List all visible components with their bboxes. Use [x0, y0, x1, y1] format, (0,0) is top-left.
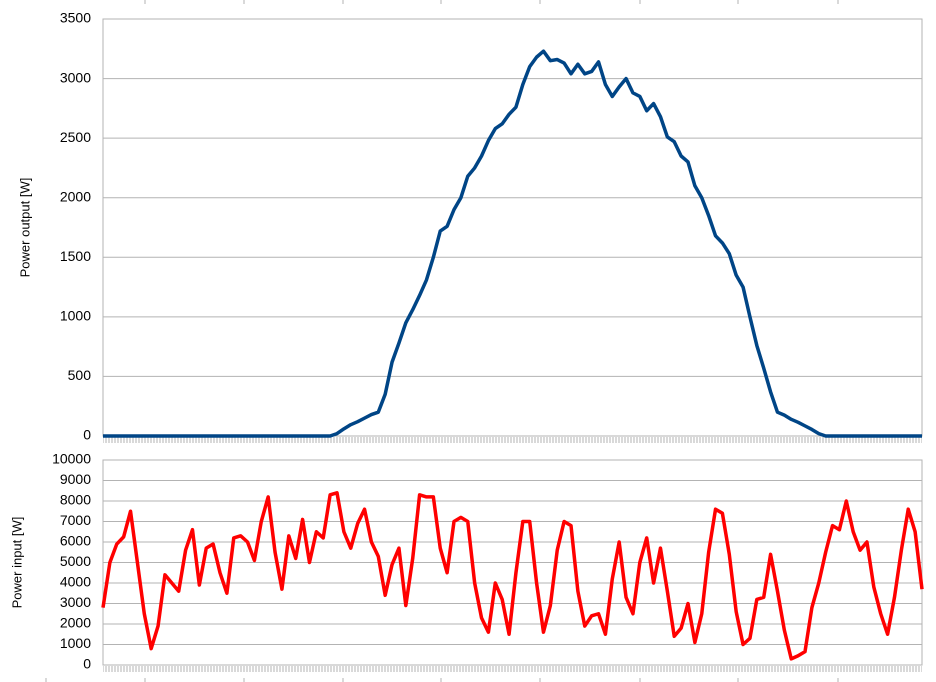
y-axis-label: Power input [W] — [9, 517, 24, 609]
y-tick-label: 2500 — [60, 129, 91, 145]
y-tick-label: 9000 — [60, 471, 91, 487]
y-tick-label: 7000 — [60, 512, 91, 528]
y-tick-label: 500 — [68, 367, 92, 383]
y-tick-label: 10000 — [52, 451, 91, 467]
y-axis-label: Power output [W] — [17, 178, 32, 278]
y-tick-label: 0 — [83, 427, 91, 443]
plot-border — [102, 18, 923, 437]
x-axis-ticks — [103, 437, 922, 443]
plot-border — [102, 459, 923, 666]
y-tick-label: 1000 — [60, 308, 91, 324]
data-line — [103, 49, 922, 438]
y-tick-label: 2000 — [60, 188, 91, 204]
y-tick-label: 1500 — [60, 248, 91, 264]
y-tick-label: 5000 — [60, 553, 91, 569]
y-tick-label: 8000 — [60, 492, 91, 508]
y-tick-label: 6000 — [60, 533, 91, 549]
data-line — [101, 491, 924, 661]
y-tick-label: 3000 — [60, 594, 91, 610]
y-tick-label: 0 — [83, 656, 91, 672]
outer-ticks — [45, 0, 839, 682]
x-axis-ticks — [103, 666, 922, 672]
y-tick-label: 2000 — [60, 615, 91, 631]
y-tick-label: 4000 — [60, 574, 91, 590]
y-tick-label: 1000 — [60, 635, 91, 651]
y-tick-label: 3500 — [60, 10, 91, 26]
y-tick-label: 3000 — [60, 69, 91, 85]
